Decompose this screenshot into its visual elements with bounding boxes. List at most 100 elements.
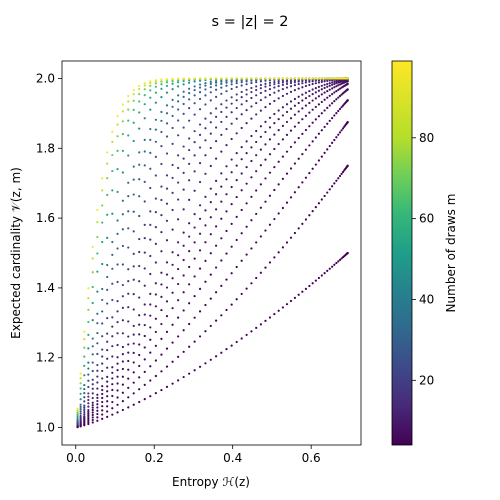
data-point (138, 195, 141, 198)
data-point (346, 164, 349, 167)
data-point (87, 395, 90, 398)
data-point (220, 86, 223, 89)
data-point (308, 214, 311, 217)
colorbar-tick-label: 20 (419, 373, 434, 387)
x-tick-label: 0.4 (223, 451, 242, 465)
data-point (138, 178, 141, 181)
data-point (149, 292, 152, 295)
data-point (273, 99, 276, 103)
data-point (132, 193, 135, 196)
data-point (149, 167, 152, 170)
data-point (101, 405, 104, 408)
data-point (188, 81, 191, 84)
data-point (165, 315, 169, 318)
data-point (338, 107, 342, 111)
data-point (311, 108, 314, 111)
data-point (314, 279, 317, 282)
data-point (297, 101, 300, 105)
data-point (182, 231, 185, 234)
data-point (209, 146, 212, 150)
data-point (193, 316, 196, 319)
data-point (149, 186, 152, 190)
data-point (277, 89, 280, 92)
data-point (311, 282, 314, 285)
data-point (165, 219, 169, 222)
data-point (121, 391, 124, 394)
data-point (87, 333, 90, 336)
data-point (127, 100, 130, 103)
data-point (240, 81, 243, 84)
data-point (273, 122, 276, 125)
data-point (314, 163, 317, 166)
data-point (209, 187, 212, 190)
data-point (268, 171, 272, 174)
data-point (230, 87, 233, 91)
data-point (198, 123, 202, 126)
data-point (149, 81, 152, 85)
data-point (304, 128, 308, 132)
data-point (214, 355, 218, 358)
data-point (250, 105, 253, 108)
data-point (193, 154, 196, 157)
data-point (171, 382, 174, 385)
data-point (149, 127, 152, 131)
data-point (138, 111, 141, 114)
data-point (204, 77, 207, 80)
data-point (289, 236, 293, 239)
data-point (338, 131, 342, 134)
data-point (264, 158, 267, 161)
data-point (96, 412, 99, 416)
data-point (264, 120, 267, 123)
data-point (301, 82, 304, 85)
x-tick-label: 0.0 (66, 451, 85, 465)
y-tick-label: 1.0 (36, 421, 55, 435)
data-point (333, 138, 336, 142)
data-point (188, 265, 191, 269)
data-point (76, 414, 79, 418)
data-point (281, 83, 284, 86)
data-point (149, 272, 152, 276)
data-point (177, 166, 180, 170)
data-point (198, 335, 202, 338)
data-point (230, 272, 233, 275)
data-point (293, 97, 296, 101)
data-point (230, 203, 233, 206)
data-point (96, 252, 99, 255)
data-point (182, 90, 185, 93)
data-point (91, 337, 94, 340)
y-axis-ticks: 1.0 1.2 1.4 1.6 1.8 2.0 (36, 71, 62, 435)
data-point (333, 91, 336, 94)
data-point (277, 212, 280, 215)
data-point (111, 335, 114, 338)
data-point (220, 133, 223, 136)
data-point (132, 403, 135, 406)
data-point (79, 408, 82, 411)
data-point (220, 185, 223, 188)
data-point (193, 170, 196, 173)
data-point (301, 132, 304, 136)
data-point (116, 362, 119, 365)
data-point (91, 369, 94, 373)
data-point (111, 282, 114, 285)
data-point (335, 90, 338, 93)
data-point (214, 107, 218, 110)
data-point (277, 77, 280, 80)
data-point (214, 115, 218, 118)
data-point (285, 86, 289, 89)
data-point (346, 120, 349, 124)
data-point (245, 99, 248, 103)
data-point (337, 84, 340, 87)
data-point (116, 389, 119, 392)
data-point (143, 267, 146, 270)
data-point (337, 79, 340, 83)
data-point (177, 119, 180, 122)
data-point (193, 77, 196, 80)
data-point (96, 352, 99, 356)
data-point (177, 241, 180, 244)
data-point (289, 145, 293, 149)
data-point (277, 82, 280, 85)
data-point (328, 119, 331, 122)
data-point (171, 114, 174, 118)
data-point (255, 129, 258, 133)
data-point (235, 195, 238, 199)
